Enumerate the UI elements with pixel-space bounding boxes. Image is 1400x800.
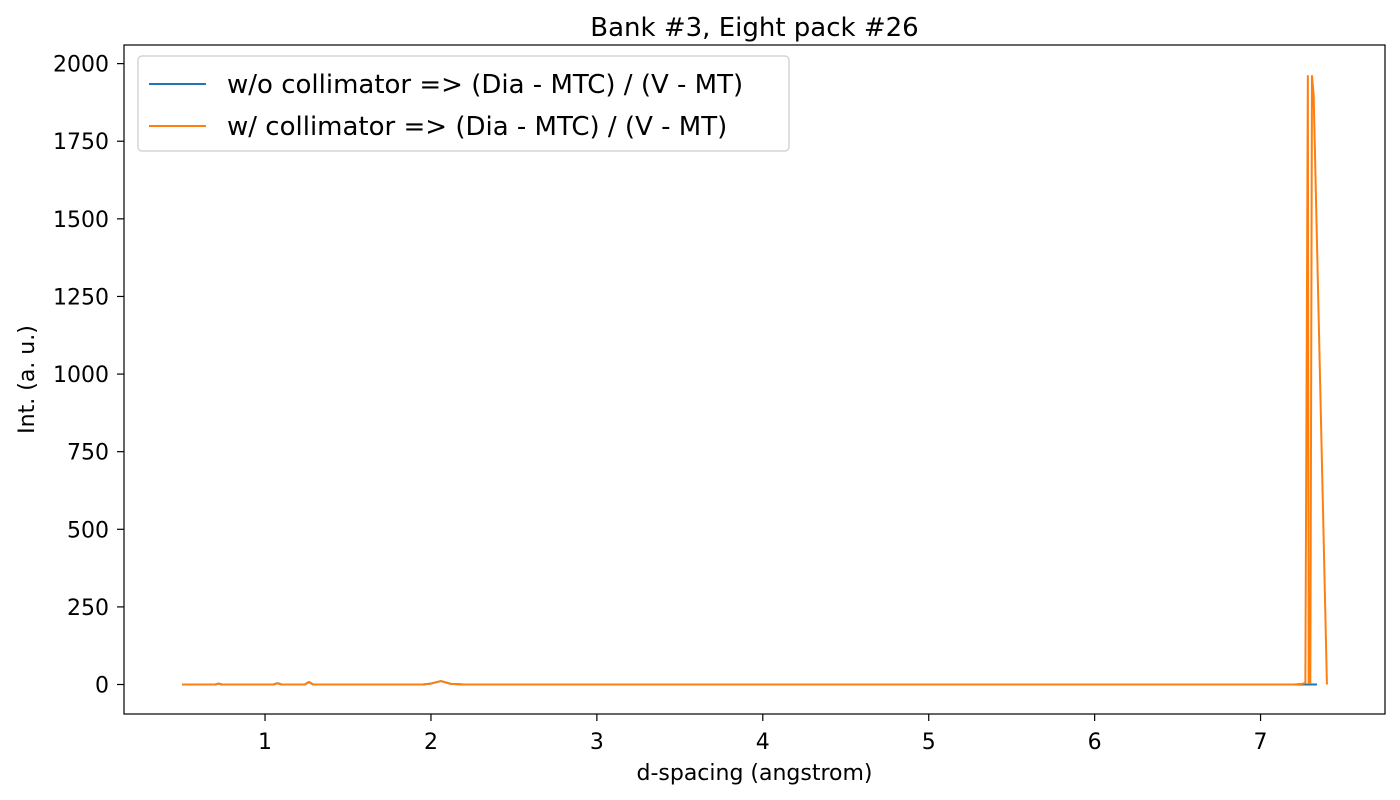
legend: w/o collimator => (Dia - MTC) / (V - MT)…	[137, 55, 790, 152]
x-tick-label: 3	[590, 730, 604, 755]
x-axis: 1 2 3 4 5 6 7	[258, 714, 1268, 755]
y-axis: 0 250 500 750 1000 1250 1500 1750 2000	[53, 53, 124, 699]
y-tick-label: 250	[67, 596, 109, 621]
x-tick-label: 4	[756, 730, 770, 755]
y-tick-label: 1750	[53, 130, 109, 155]
y-tick-label: 2000	[53, 53, 109, 78]
legend-box	[137, 55, 790, 152]
x-tick-label: 5	[922, 730, 936, 755]
y-tick-label: 1500	[53, 208, 109, 233]
y-axis-label: Int. (a. u.)	[15, 325, 40, 434]
y-tick-label: 1000	[53, 363, 109, 388]
x-tick-label: 2	[424, 730, 438, 755]
legend-entry: w/ collimator => (Dia - MTC) / (V - MT)	[227, 112, 727, 142]
axes-frame	[123, 44, 1386, 715]
x-tick-label: 7	[1254, 730, 1268, 755]
y-tick-label: 750	[67, 441, 109, 466]
plot-area	[182, 75, 1328, 686]
legend-entry: w/o collimator => (Dia - MTC) / (V - MT)	[227, 70, 743, 100]
x-tick-label: 1	[258, 730, 272, 755]
series-line-2	[182, 75, 1328, 686]
x-tick-label: 6	[1088, 730, 1102, 755]
y-tick-label: 1250	[53, 285, 109, 310]
y-tick-label: 0	[95, 674, 109, 699]
chart-title: Bank #3, Eight pack #26	[590, 13, 918, 43]
x-axis-label: d-spacing (angstrom)	[636, 761, 872, 786]
y-tick-label: 500	[67, 518, 109, 543]
